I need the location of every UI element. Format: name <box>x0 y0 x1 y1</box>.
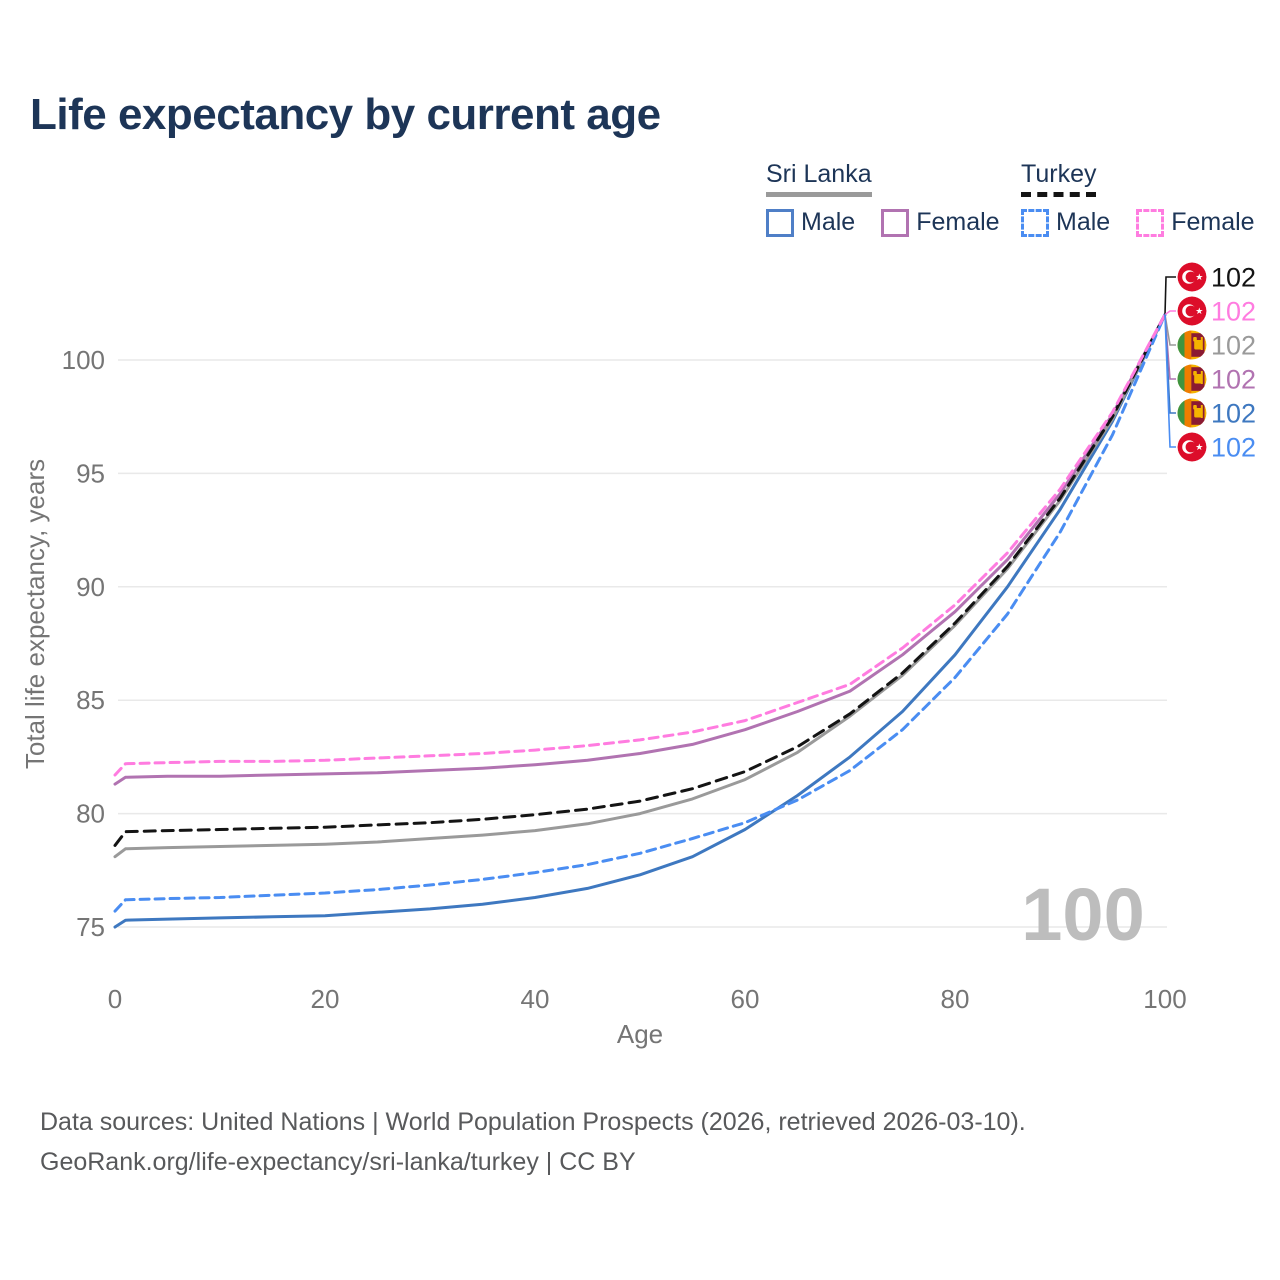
y-tick-label: 75 <box>76 912 105 942</box>
legend-country-sri-lanka[interactable]: Sri Lanka <box>766 160 872 197</box>
turkey-flag-icon <box>1178 263 1207 292</box>
y-tick-label: 80 <box>76 799 105 829</box>
legend-item-sri-lanka-male[interactable]: Male <box>766 208 855 237</box>
legend-group-sri-lanka: Sri Lanka Male Female <box>766 160 1000 237</box>
series-lines <box>113 313 1167 929</box>
legend-country-label: Turkey <box>1021 160 1097 188</box>
end-label-connector <box>1164 314 1176 448</box>
sri-lanka-flag-icon <box>1178 399 1207 428</box>
hover-age-watermark: 100 <box>1021 873 1144 956</box>
page-title: Life expectancy by current age <box>30 90 661 139</box>
end-label-value: 102 <box>1211 365 1256 395</box>
gridlines <box>118 359 1167 928</box>
turkey-flag-icon <box>1178 433 1207 462</box>
end-label-connector <box>1164 276 1176 315</box>
legend-item-label: Female <box>916 208 1000 236</box>
sri-lanka-female-swatch-icon <box>881 208 910 237</box>
sri-lanka-flag-icon <box>1178 365 1207 394</box>
legend-country-label: Sri Lanka <box>766 160 872 188</box>
turkey-female-swatch-icon <box>1136 208 1165 237</box>
y-tick-label: 95 <box>76 458 105 488</box>
series-line-sri-lanka-female[interactable] <box>113 313 1167 786</box>
y-axis-tick-labels: 75 80 85 90 95 100 <box>62 345 105 942</box>
y-tick-label: 85 <box>76 685 105 715</box>
end-label-value: 102 <box>1211 433 1256 463</box>
end-label-value: 102 <box>1211 263 1256 293</box>
x-axis-tick-labels: 0 20 40 60 80 100 <box>108 984 1187 1014</box>
end-label-value: 102 <box>1211 399 1256 429</box>
y-tick-label: 90 <box>76 572 105 602</box>
legend-group-turkey: Turkey Male Female <box>1021 160 1255 237</box>
legend-item-label: Male <box>1056 208 1111 236</box>
end-value-labels: 102 102 102 102 102 102 <box>1164 262 1256 463</box>
series-line-turkey-female[interactable] <box>113 313 1167 777</box>
data-sources-text: Data sources: United Nations | World Pop… <box>40 1108 1026 1136</box>
legend-item-turkey-male[interactable]: Male <box>1021 208 1110 237</box>
sri-lanka-flag-icon <box>1178 331 1207 360</box>
sri-lanka-male-swatch-icon <box>766 208 794 237</box>
series-line-turkey-male[interactable] <box>113 313 1167 913</box>
series-line-turkey-both[interactable] <box>113 313 1167 847</box>
series-line-sri-lanka-male[interactable] <box>113 313 1167 929</box>
legend-item-label: Male <box>801 208 856 236</box>
attribution-text: GeoRank.org/life-expectancy/sri-lanka/tu… <box>40 1148 636 1176</box>
end-label-connector <box>1164 310 1176 316</box>
end-label-value: 102 <box>1211 331 1256 361</box>
x-tick-label: 100 <box>1143 984 1186 1014</box>
end-label-value: 102 <box>1211 297 1256 327</box>
end-label-connector <box>1164 314 1176 346</box>
x-tick-label: 40 <box>521 984 550 1014</box>
x-tick-label: 60 <box>731 984 760 1014</box>
x-tick-label: 0 <box>108 984 122 1014</box>
x-tick-label: 20 <box>311 984 340 1014</box>
y-tick-label: 100 <box>62 345 105 375</box>
legend-item-sri-lanka-female[interactable]: Female <box>881 208 1000 237</box>
x-tick-label: 80 <box>941 984 970 1014</box>
series-line-sri-lanka-both[interactable] <box>113 313 1167 859</box>
legend-country-turkey[interactable]: Turkey <box>1021 160 1097 197</box>
legend-item-label: Female <box>1171 208 1255 236</box>
turkey-male-swatch-icon <box>1021 208 1049 237</box>
x-axis-title: Age <box>617 1019 663 1049</box>
turkey-flag-icon <box>1178 297 1207 326</box>
y-axis-title: Total life expectancy, years <box>20 459 50 769</box>
legend-item-turkey-female[interactable]: Female <box>1136 208 1255 237</box>
